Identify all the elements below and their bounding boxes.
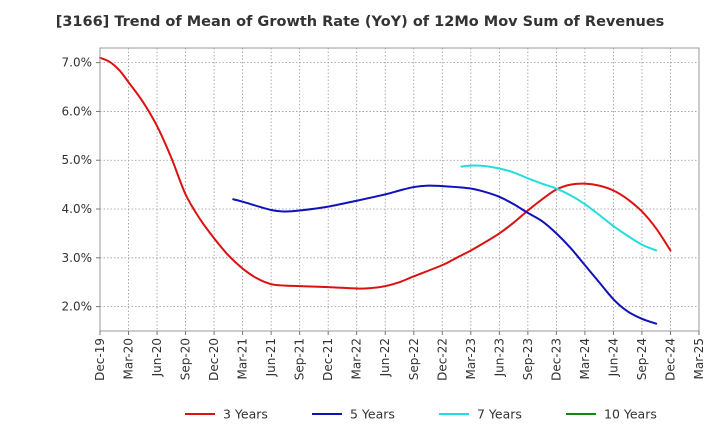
x-tick-label: Sep-20: [179, 338, 193, 380]
series-line-3-years: [99, 56, 672, 290]
x-tick-label: Sep-24: [635, 338, 649, 380]
chart-title: [3166] Trend of Mean of Growth Rate (YoY…: [55, 14, 665, 30]
x-tick-label: Dec-24: [663, 338, 677, 381]
x-tick-label: Dec-20: [207, 338, 221, 381]
x-axis-ticks: Dec-19 Mar-20 Jun-20 Sep-20 Dec-20 Mar-21 Jun-…: [93, 331, 706, 381]
y-tick-label: 7.0%: [62, 56, 93, 70]
x-tick-label: Dec-19: [93, 338, 107, 381]
x-tick-label: Jun-20: [150, 338, 164, 377]
y-tick-label: 5.0%: [62, 153, 93, 167]
x-tick-label: Sep-21: [293, 338, 307, 380]
series-line-7-years: [460, 164, 658, 252]
x-tick-label: Mar-22: [350, 338, 364, 379]
legend-label-10-years: 10 Years: [604, 407, 657, 422]
y-tick-label: 2.0%: [62, 300, 93, 314]
x-tick-label: Mar-24: [578, 338, 592, 379]
y-axis-ticks: 2.0% 3.0% 4.0% 5.0% 6.0% 7.0%: [62, 56, 100, 314]
x-tick-label: Sep-22: [407, 338, 421, 380]
x-tick-label: Mar-25: [692, 338, 706, 379]
y-tick-label: 6.0%: [62, 104, 93, 118]
x-tick-label: Jun-22: [378, 338, 392, 377]
plot-frame: [99, 47, 700, 332]
x-tick-label: Jun-24: [606, 338, 620, 377]
series-line-5-years: [232, 184, 658, 325]
x-tick-label: Dec-21: [321, 338, 335, 381]
x-tick-label: Mar-21: [236, 338, 250, 379]
x-tick-label: Dec-23: [549, 338, 563, 381]
x-tick-label: Jun-21: [264, 338, 278, 377]
legend-label-3-years: 3 Years: [223, 407, 268, 422]
x-tick-label: Dec-22: [435, 338, 449, 381]
legend-label-7-years: 7 Years: [477, 407, 522, 422]
x-tick-label: Mar-23: [464, 338, 478, 379]
legend: 3 Years 5 Years 7 Years 10 Years: [185, 407, 657, 422]
x-tick-label: Jun-23: [492, 338, 506, 377]
y-tick-label: 4.0%: [62, 202, 93, 216]
x-tick-label: Mar-20: [122, 338, 136, 379]
series-layer: [99, 56, 672, 325]
legend-label-5-years: 5 Years: [350, 407, 395, 422]
y-tick-label: 3.0%: [62, 251, 93, 265]
x-tick-label: Sep-23: [521, 338, 535, 380]
